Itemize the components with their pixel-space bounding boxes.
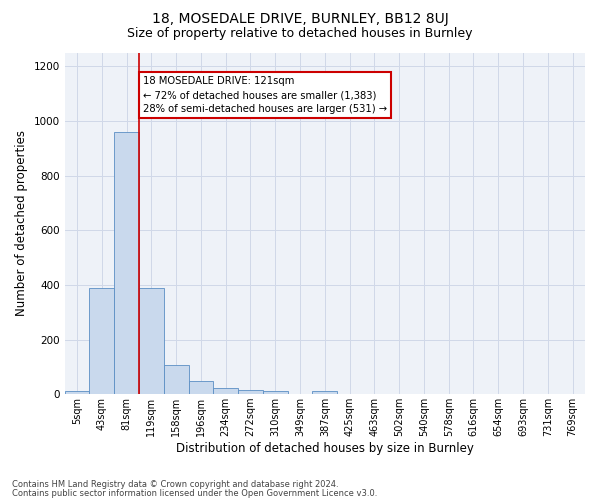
Bar (238, 390, 263, 394)
Text: Size of property relative to detached houses in Burnley: Size of property relative to detached ho… (127, 28, 473, 40)
Bar (65, 391, 89, 394)
Bar (313, 391, 337, 394)
Text: 18 MOSEDALE DRIVE: 121sqm
← 72% of detached houses are smaller (1,383)
28% of se: 18 MOSEDALE DRIVE: 121sqm ← 72% of detac… (143, 76, 387, 114)
Bar (188, 381, 214, 394)
Bar (139, 288, 164, 394)
Text: Contains public sector information licensed under the Open Government Licence v3: Contains public sector information licen… (12, 488, 377, 498)
Bar (114, 132, 139, 394)
X-axis label: Distribution of detached houses by size in Burnley: Distribution of detached houses by size … (176, 442, 474, 455)
Bar (89, 288, 114, 394)
Y-axis label: Number of detached properties: Number of detached properties (15, 130, 28, 316)
Text: 18, MOSEDALE DRIVE, BURNLEY, BB12 8UJ: 18, MOSEDALE DRIVE, BURNLEY, BB12 8UJ (152, 12, 448, 26)
Bar (263, 391, 287, 394)
Text: Contains HM Land Registry data © Crown copyright and database right 2024.: Contains HM Land Registry data © Crown c… (12, 480, 338, 489)
Bar (214, 388, 238, 394)
Bar (164, 366, 188, 394)
